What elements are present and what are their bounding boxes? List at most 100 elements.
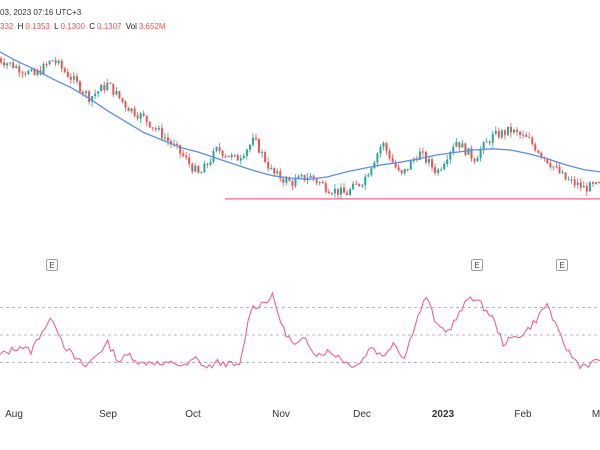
candle-body: [57, 60, 60, 64]
candle-body: [330, 193, 333, 195]
candle-body: [443, 164, 446, 170]
candle-body: [27, 70, 30, 75]
candle-body: [403, 168, 406, 174]
candle-body: [291, 181, 294, 186]
candle-body: [327, 191, 330, 194]
earnings-marker[interactable]: E: [471, 259, 483, 271]
candle-body: [154, 127, 157, 130]
candle-body: [230, 154, 233, 158]
candle-body: [160, 127, 163, 139]
candle-body: [546, 158, 549, 164]
oscillator-line: [0, 291, 600, 370]
candle-body: [245, 149, 248, 156]
candle-body: [467, 148, 470, 155]
candle-body: [591, 182, 594, 184]
candle-body: [112, 83, 115, 95]
candle-body: [479, 149, 482, 159]
candle-body: [488, 141, 491, 144]
candle-body: [157, 127, 160, 130]
candle-body: [470, 148, 473, 159]
candle-body: [500, 130, 503, 138]
candle-body: [431, 159, 434, 168]
candle-body: [364, 176, 367, 186]
candle-body: [215, 147, 218, 151]
x-tick-label: M: [591, 409, 600, 420]
candle-body: [276, 171, 279, 174]
candle-body: [221, 150, 224, 156]
candle-body: [273, 167, 276, 174]
candle-body: [194, 166, 197, 172]
candle-body: [343, 187, 346, 193]
candle-body: [509, 126, 512, 133]
candle-body: [200, 172, 203, 174]
candle-body: [339, 187, 342, 195]
candle-body: [522, 134, 525, 136]
earnings-marker[interactable]: E: [556, 259, 568, 271]
candle-body: [324, 183, 327, 192]
candle-body: [54, 60, 57, 64]
candle-body: [188, 157, 191, 165]
earnings-marker[interactable]: E: [46, 259, 58, 271]
candle-body: [394, 162, 397, 168]
candle-body: [288, 178, 291, 182]
price-chart[interactable]: [0, 0, 600, 230]
candle-body: [48, 60, 51, 65]
candle-body: [264, 152, 267, 162]
oscillator-chart[interactable]: [0, 280, 600, 400]
candle-body: [506, 126, 509, 135]
candle-body: [85, 91, 88, 94]
candle-body: [182, 153, 185, 156]
open-value: 332: [0, 22, 14, 31]
candle-body: [21, 72, 24, 74]
candle-body: [148, 121, 151, 128]
candle-body: [528, 136, 531, 138]
candle-body: [227, 156, 230, 158]
candle-body: [406, 168, 409, 170]
candle-body: [233, 154, 236, 156]
candle-body: [88, 91, 91, 102]
x-tick-label: 2023: [431, 409, 455, 420]
candle-body: [567, 179, 570, 181]
x-tick-label: Feb: [514, 409, 532, 420]
candle-body: [224, 155, 227, 157]
candle-body: [497, 130, 500, 138]
candle-body: [558, 166, 561, 174]
candle-body: [370, 168, 373, 175]
candle-body: [391, 158, 394, 163]
candle-body: [242, 155, 245, 159]
candle-body: [115, 91, 118, 95]
candle-body: [236, 155, 239, 161]
candle-body: [512, 129, 515, 133]
candle-body: [355, 183, 358, 185]
candle-body: [519, 131, 522, 135]
candle-body: [379, 146, 382, 154]
x-tick-label: Sep: [99, 409, 117, 420]
candle-body: [385, 143, 388, 151]
candle-body: [540, 152, 543, 157]
candle-body: [382, 143, 385, 147]
candle-body: [91, 96, 94, 102]
candle-body: [267, 161, 270, 169]
candle-body: [336, 188, 339, 195]
candle-body: [163, 137, 166, 139]
candle-body: [63, 68, 66, 72]
high-label: H: [17, 22, 24, 31]
candle-body: [136, 115, 139, 119]
candle-body: [373, 162, 376, 169]
candle-body: [461, 143, 464, 148]
candle-body: [197, 166, 200, 173]
candle-body: [285, 178, 288, 183]
candle-body: [218, 147, 221, 151]
candle-body: [312, 175, 315, 180]
candle-body: [531, 137, 534, 145]
candle-body: [452, 146, 455, 152]
candle-body: [537, 150, 540, 153]
candle-body: [51, 60, 54, 62]
candle-body: [333, 188, 336, 194]
candle-body: [142, 113, 145, 116]
candle-body: [212, 150, 215, 162]
candle-body: [473, 158, 476, 162]
candle-body: [100, 84, 103, 92]
candle-body: [579, 182, 582, 188]
candle-body: [9, 62, 12, 64]
